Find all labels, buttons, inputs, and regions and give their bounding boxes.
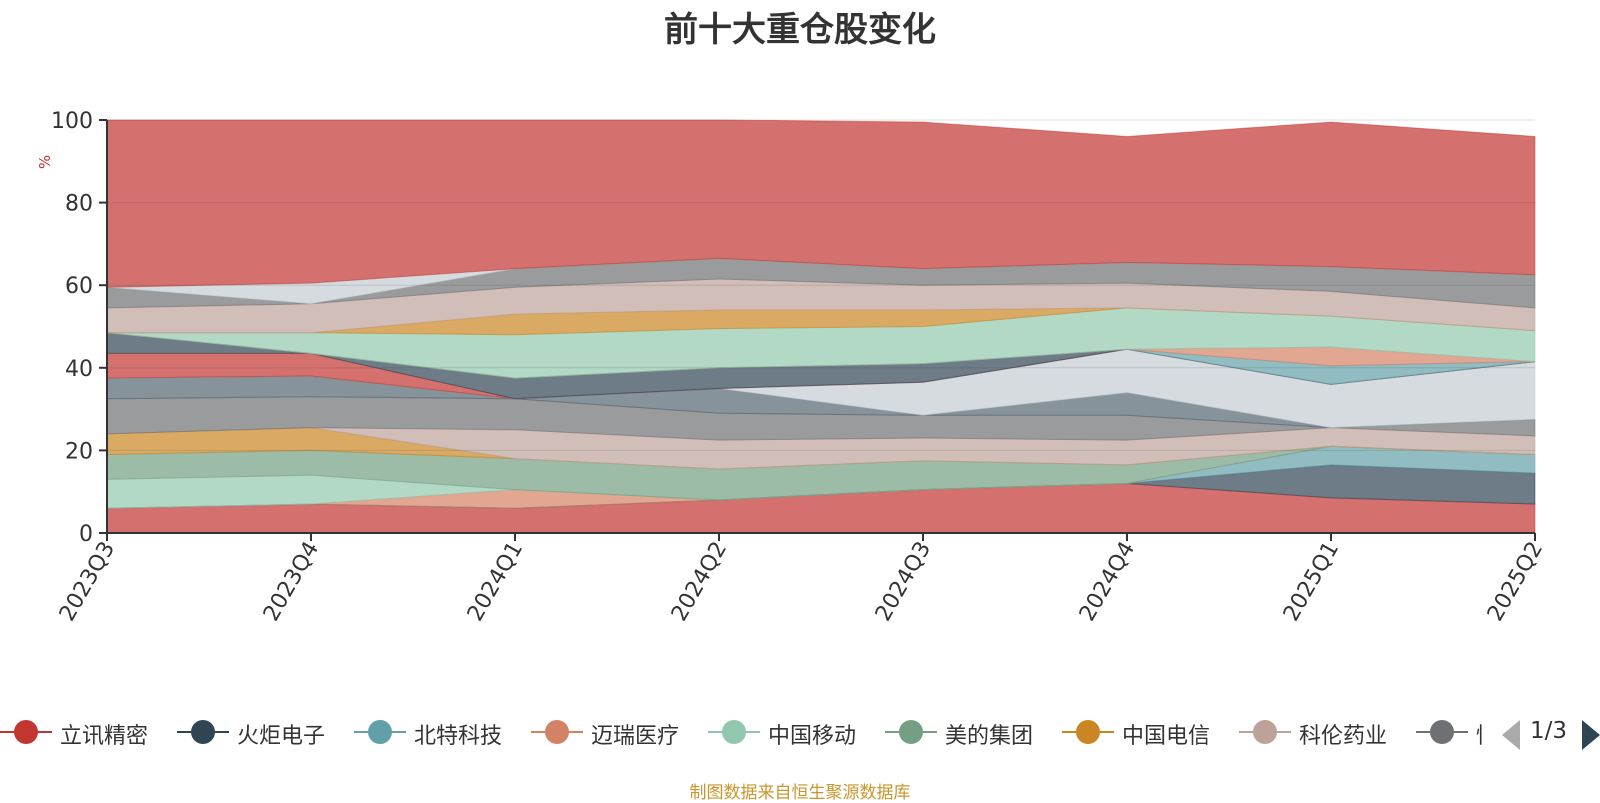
y-tick-label: 40 [65, 357, 93, 382]
legend-marker-icon [1430, 720, 1454, 744]
x-tick-label: 2024Q1 [463, 538, 528, 626]
legend-label: 美的集团 [945, 724, 1034, 749]
legend-next-page-icon[interactable] [1582, 720, 1600, 750]
legend-label: 中国电信 [1122, 724, 1211, 749]
x-tick-label: 2025Q2 [1483, 538, 1548, 626]
legend-label: 立讯精密 [60, 724, 149, 749]
y-axis-label: % [36, 155, 54, 169]
legend-marker-icon [545, 720, 569, 744]
legend-prev-page-icon[interactable] [1502, 720, 1520, 750]
data-source-note: 制图数据来自恒生聚源数据库 [689, 783, 911, 803]
legend-marker-icon [1253, 720, 1277, 744]
legend-marker-icon [368, 720, 392, 744]
x-tick-label: 2023Q4 [259, 538, 324, 626]
legend-marker-icon [899, 720, 923, 744]
legend-marker-icon [1076, 720, 1100, 744]
legend-page-indicator: 1/3 [1530, 718, 1568, 744]
x-tick-label: 2023Q3 [55, 538, 120, 626]
chart-areas [106, 119, 1536, 534]
legend-marker-icon [722, 720, 746, 744]
y-tick-label: 0 [79, 522, 93, 547]
y-tick-label: 100 [51, 109, 93, 134]
legend-label: 北特科技 [414, 724, 503, 749]
gridlines [107, 119, 1535, 534]
legend-marker-icon [191, 720, 215, 744]
legend-label: 火炬电子 [237, 724, 326, 749]
chart-title: 前十大重仓股变化 [664, 10, 936, 50]
legend: 立讯精密 火炬电子 北特科技 迈瑞医疗 中国移动 美的集团 中国电信 科伦药业 恒 [0, 712, 1482, 752]
legend-label: 中国移动 [768, 724, 857, 749]
y-tick-label: 60 [65, 274, 93, 299]
x-tick-label: 2024Q3 [871, 538, 936, 626]
legend-marker-icon [14, 720, 38, 744]
y-tick-label: 80 [65, 192, 93, 217]
x-tick-label: 2024Q4 [1075, 538, 1140, 626]
y-tick-label: 20 [65, 439, 93, 464]
axes [106, 120, 1535, 534]
legend-label: 迈瑞医疗 [591, 724, 680, 749]
area-series-20[interactable] [106, 119, 1536, 288]
legend-label: 科伦药业 [1299, 724, 1388, 749]
legend-label: 恒 [1476, 718, 1482, 750]
x-tick-label: 2024Q2 [667, 538, 732, 626]
x-tick-label: 2025Q1 [1279, 538, 1344, 626]
